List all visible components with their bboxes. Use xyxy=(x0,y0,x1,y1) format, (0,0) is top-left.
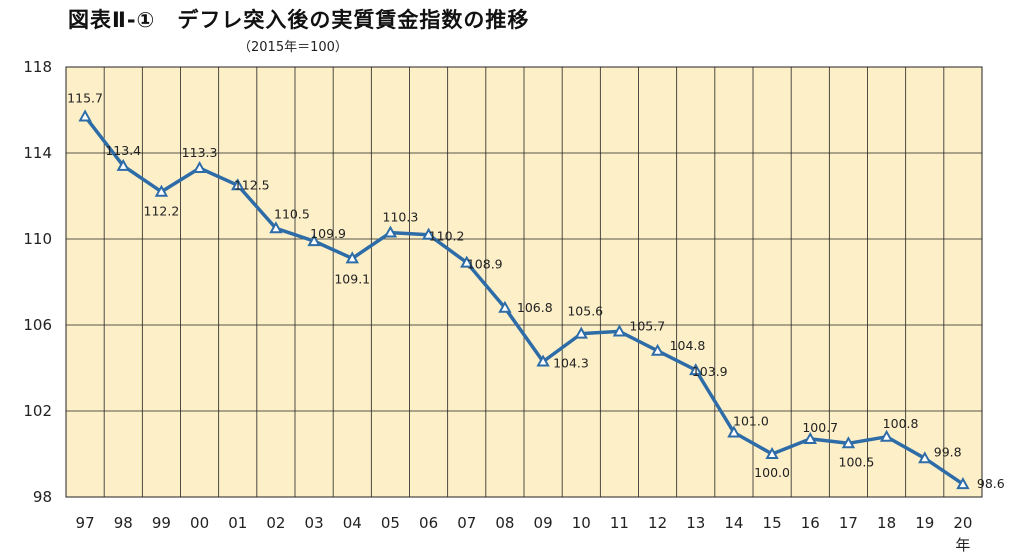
data-point-marker xyxy=(841,436,856,449)
y-tick-label: 114 xyxy=(23,144,52,162)
data-label: 108.9 xyxy=(467,257,503,272)
x-tick-label: 17 xyxy=(839,514,858,532)
x-tick-label: 07 xyxy=(457,514,476,532)
data-label: 112.5 xyxy=(234,177,270,192)
gridlines xyxy=(66,66,982,498)
data-point-marker xyxy=(269,221,283,234)
data-label: 109.1 xyxy=(334,271,370,286)
data-label: 105.7 xyxy=(629,318,665,333)
data-point-marker xyxy=(345,251,359,264)
x-tick-label: 02 xyxy=(266,514,285,532)
y-tick-label: 118 xyxy=(23,58,52,76)
data-point-marker xyxy=(803,431,817,444)
data-label: 113.4 xyxy=(105,143,141,158)
data-label: 110.3 xyxy=(383,210,419,225)
x-axis-label: 年 xyxy=(955,536,970,554)
x-tick-label: 11 xyxy=(610,514,629,532)
data-point-marker xyxy=(383,225,398,238)
data-label: 115.7 xyxy=(67,90,103,105)
data-point-marker xyxy=(918,451,932,464)
x-tick-label: 12 xyxy=(648,514,667,532)
x-tick-label: 13 xyxy=(686,514,705,532)
x-tick-label: 18 xyxy=(877,514,896,532)
data-label: 104.8 xyxy=(670,338,706,353)
data-point-marker xyxy=(612,324,627,337)
x-tick-label: 99 xyxy=(152,514,171,532)
x-tick-label: 00 xyxy=(190,514,209,532)
x-tick-label: 14 xyxy=(724,514,743,532)
y-tick-label: 98 xyxy=(33,488,52,506)
y-axis-ticks: 118 114 110 106 102 98 xyxy=(23,58,52,506)
data-label: 112.2 xyxy=(144,204,180,219)
data-label: 100.8 xyxy=(883,416,919,431)
x-tick-label: 15 xyxy=(763,514,782,532)
data-point-marker xyxy=(727,425,741,438)
data-point-marker xyxy=(689,363,703,376)
data-point-marker xyxy=(956,477,970,490)
x-tick-label: 01 xyxy=(228,514,247,532)
x-tick-label: 10 xyxy=(572,514,591,532)
x-tick-label: 09 xyxy=(534,514,553,532)
data-point-marker xyxy=(765,446,779,459)
x-tick-label: 98 xyxy=(114,514,133,532)
x-tick-label: 06 xyxy=(419,514,438,532)
data-point-marker xyxy=(879,429,894,442)
data-point-marker xyxy=(421,227,436,240)
data-label: 113.3 xyxy=(182,145,218,160)
data-point-marker xyxy=(460,255,474,268)
data-point-marker xyxy=(536,354,550,367)
data-label: 99.8 xyxy=(934,444,962,459)
data-label: 100.7 xyxy=(802,420,838,435)
data-label: 100.0 xyxy=(754,465,790,480)
x-tick-label: 20 xyxy=(953,514,972,532)
data-point-marker xyxy=(650,343,665,356)
data-point-marker xyxy=(154,184,169,197)
data-point-marker xyxy=(574,326,588,339)
data-label: 104.3 xyxy=(553,356,589,371)
data-point-marker xyxy=(307,234,321,247)
x-tick-label: 16 xyxy=(801,514,820,532)
data-point-marker xyxy=(231,178,245,191)
data-label: 100.5 xyxy=(839,454,875,469)
x-axis-ticks: 97 98 99 00 01 02 03 04 05 06 07 08 09 10 11 12 13 14 15 16… xyxy=(76,514,973,532)
chart-title: 図表Ⅱ-① デフレ突入後の実質賃金指数の推移 xyxy=(68,8,530,32)
x-tick-label: 97 xyxy=(76,514,95,532)
y-tick-label: 110 xyxy=(23,230,52,248)
series-line xyxy=(83,115,964,486)
x-tick-label: 05 xyxy=(381,514,400,532)
y-tick-label: 106 xyxy=(23,316,52,334)
chart-subtitle: （2015年＝100） xyxy=(238,40,348,55)
series-markers xyxy=(78,109,970,490)
data-label: 103.9 xyxy=(692,364,728,379)
data-label: 106.8 xyxy=(517,300,553,315)
y-tick-label: 102 xyxy=(23,402,52,420)
data-label: 101.0 xyxy=(733,414,769,429)
data-point-marker xyxy=(192,160,207,174)
x-tick-label: 08 xyxy=(495,514,514,532)
data-point-marker xyxy=(78,109,92,122)
x-tick-label: 03 xyxy=(305,514,324,532)
data-label: 110.5 xyxy=(274,206,310,221)
data-label: 98.6 xyxy=(977,476,1005,491)
data-point-marker xyxy=(498,300,512,313)
x-tick-label: 04 xyxy=(343,514,362,532)
data-label: 110.2 xyxy=(429,229,465,244)
x-tick-label: 19 xyxy=(915,514,934,532)
data-label: 105.6 xyxy=(567,304,603,319)
data-label: 109.9 xyxy=(310,226,346,241)
data-point-marker xyxy=(116,158,130,171)
